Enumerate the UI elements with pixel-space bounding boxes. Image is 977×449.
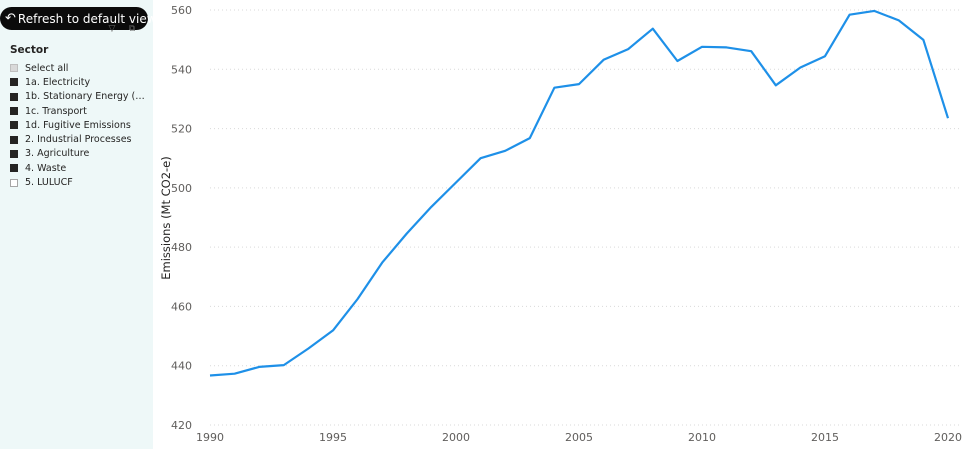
slicer-item-label: 1c. Transport: [25, 105, 87, 117]
slicer-item-stationary-energy[interactable]: 1b. Stationary Energy (e…: [10, 90, 150, 104]
slicer-item-label: 3. Agriculture: [25, 148, 90, 160]
y-axis-title: Emissions (Mt CO2-e): [159, 156, 173, 280]
checkbox[interactable]: [10, 178, 18, 187]
refresh-button-label: Refresh to default view: [17, 11, 157, 26]
x-tick-label: 2020: [934, 431, 962, 444]
y-tick-label: 440: [171, 360, 192, 373]
slicer-item-label: 1b. Stationary Energy (e…: [25, 91, 150, 103]
slicer-title: Sector: [10, 44, 49, 56]
slicer-item-label: 5. LULUCF: [25, 177, 73, 189]
y-axis-ticks: 420 440 460 480 500 520 540 560: [171, 4, 192, 432]
series-line[interactable]: [209, 9, 950, 377]
slicer-item-fugitive-emissions[interactable]: 1d. Fugitive Emissions: [10, 118, 150, 132]
y-tick-label: 540: [171, 63, 192, 76]
slicer-item-label: 2. Industrial Processes: [25, 134, 132, 146]
slicer-item-select-all[interactable]: Select all: [10, 61, 150, 75]
slicer-item-electricity[interactable]: 1a. Electricity: [10, 75, 150, 89]
x-axis-ticks: 1990 1995 2000 2005 2010 2015 2020: [196, 431, 962, 444]
x-tick-label: 2010: [688, 431, 716, 444]
slicer-item-label: Select all: [25, 62, 69, 74]
focus-mode-icon[interactable]: ⧉: [128, 24, 136, 34]
refresh-default-view-button[interactable]: ↶ Refresh to default view: [0, 7, 157, 30]
y-tick-label: 520: [171, 123, 192, 136]
slicer-item-transport[interactable]: 1c. Transport: [10, 104, 150, 118]
y-tick-label: 500: [171, 182, 192, 195]
checkbox[interactable]: [10, 107, 18, 116]
slicer-item-industrial-processes[interactable]: 2. Industrial Processes: [10, 132, 150, 146]
x-tick-label: 2015: [811, 431, 839, 444]
x-tick-label: 2000: [442, 431, 470, 444]
checkbox[interactable]: [10, 121, 18, 130]
checkbox[interactable]: [10, 135, 18, 144]
slicer-item-label: 1d. Fugitive Emissions: [25, 119, 131, 131]
x-tick-label: 1990: [196, 431, 224, 444]
y-tick-label: 420: [171, 419, 192, 432]
gridlines: [210, 9, 960, 426]
emissions-line-chart: 420 440 460 480 500 520 540 560 1990 1995 2000 200…: [159, 4, 962, 444]
slicer-item-label: 4. Waste: [25, 162, 67, 174]
filter-pane: ↶ Refresh to default view ▽ ⧉ Sector Sel…: [0, 0, 157, 449]
slicer-item-lulucf[interactable]: 5. LULUCF: [10, 175, 150, 189]
x-tick-label: 2005: [565, 431, 593, 444]
checkbox[interactable]: [10, 149, 18, 158]
filter-icon[interactable]: ▽: [108, 24, 116, 34]
checkbox[interactable]: [10, 64, 18, 73]
slicer-item-label: 1a. Electricity: [25, 76, 91, 88]
checkbox[interactable]: [10, 92, 18, 101]
y-tick-label: 480: [171, 241, 192, 254]
undo-arrow-icon: ↶: [5, 11, 16, 26]
slicer-item-waste[interactable]: 4. Waste: [10, 161, 150, 175]
checkbox[interactable]: [10, 78, 18, 87]
y-tick-label: 560: [171, 4, 192, 17]
checkbox[interactable]: [10, 164, 18, 173]
x-tick-label: 1995: [319, 431, 347, 444]
sector-slicer-list: Select all 1a. Electricity 1b. Stationar…: [10, 61, 150, 190]
slicer-item-agriculture[interactable]: 3. Agriculture: [10, 147, 150, 161]
y-tick-label: 460: [171, 300, 192, 313]
